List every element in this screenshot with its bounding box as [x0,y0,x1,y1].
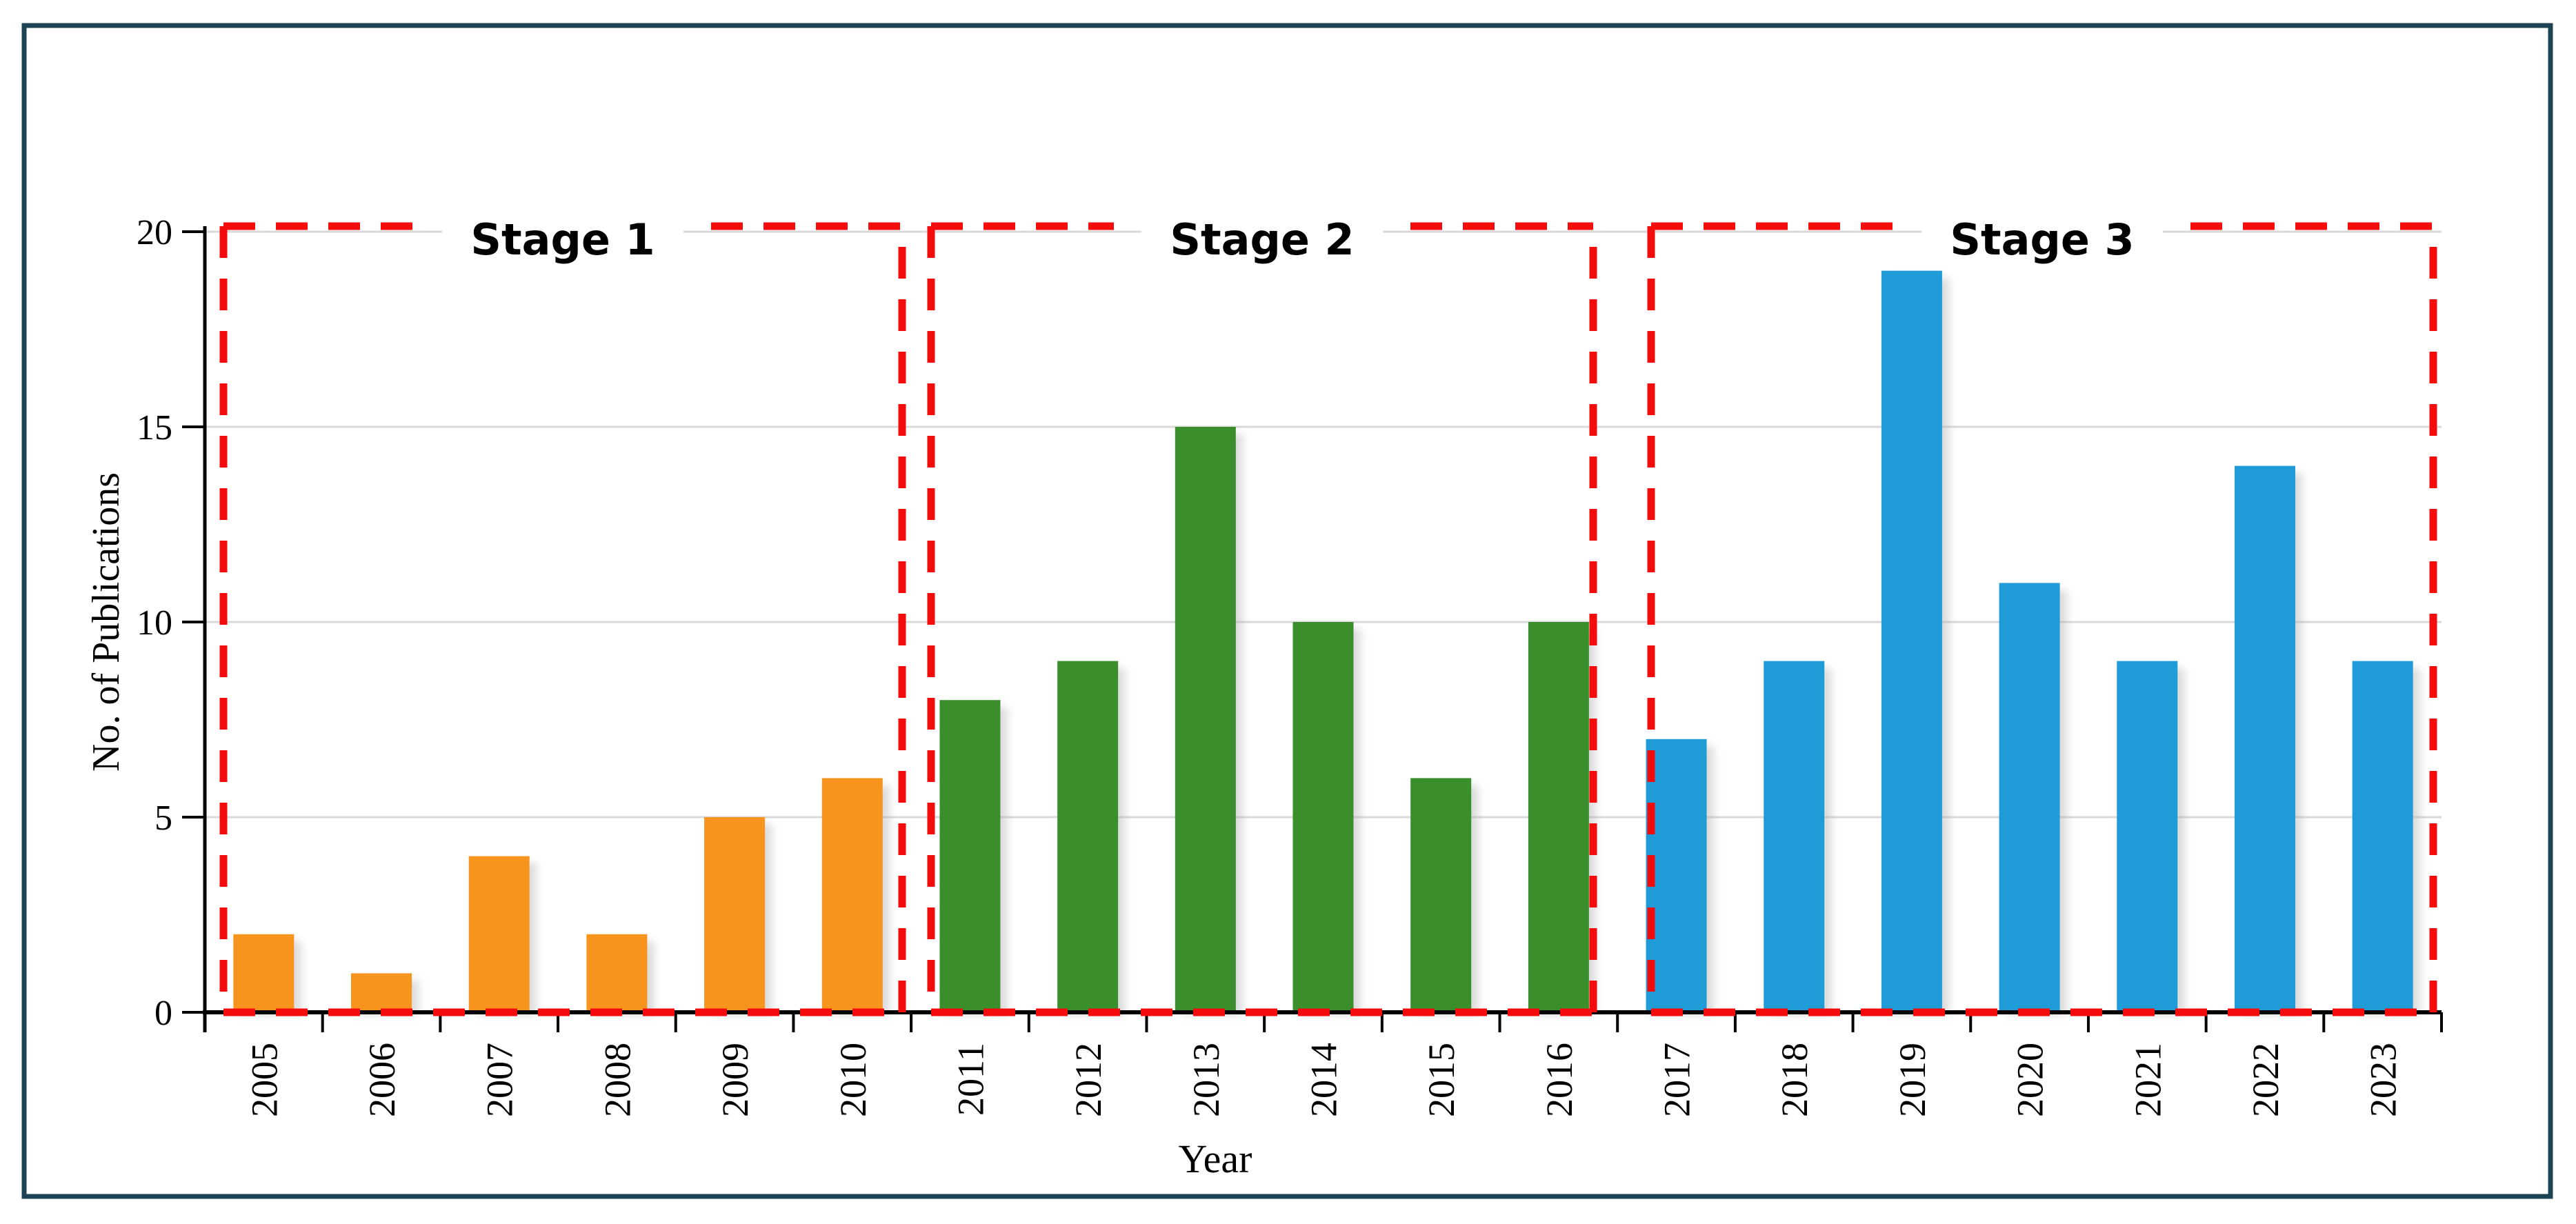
bar-2020 [1999,583,2060,1012]
stage-2-box [927,226,1597,1016]
chart-outer-border [21,23,2553,1199]
stage-1-box [219,226,906,1016]
y-tick-label-0: 0 [154,994,172,1033]
x-tick-label-2022: 2022 [2245,1043,2286,1117]
x-tick-label-2010: 2010 [832,1043,874,1117]
x-tick-label-2014: 2014 [1304,1043,1345,1117]
x-tick-label-2016: 2016 [1539,1043,1580,1117]
y-tick-label-20: 20 [137,213,172,252]
x-tick-label-2023: 2023 [2363,1043,2404,1117]
x-tick-label-2021: 2021 [2127,1043,2168,1117]
x-tick-label-2018: 2018 [1774,1043,1815,1117]
x-tick-label-2020: 2020 [2010,1043,2051,1117]
y-tick-label-5: 5 [154,799,172,838]
bar-2016 [1528,622,1589,1012]
x-tick-label-2017: 2017 [1657,1043,1698,1117]
bar-2018 [1764,661,1825,1012]
stage-1-label: Stage 1 [470,214,655,265]
bar-2019 [1881,270,1942,1013]
y-tick-label-15: 15 [137,408,172,448]
bar-2023 [2352,661,2413,1012]
stage-3-label-bg [1921,214,2163,262]
bar-2017 [1646,739,1707,1012]
bar-2011 [939,700,1001,1012]
bar-2012 [1057,661,1119,1012]
bar-2008 [586,934,648,1012]
x-tick-label-2011: 2011 [950,1043,991,1116]
stage-3-label: Stage 3 [1950,214,2134,265]
x-tick-label-2012: 2012 [1068,1043,1109,1117]
x-tick-label-2019: 2019 [1892,1043,1933,1117]
stage-1-label-bg [442,214,683,262]
bar-2006 [351,973,412,1012]
stage-2-label-bg [1141,214,1383,262]
x-axis-title: Year [1179,1136,1252,1181]
bar-2021 [2117,661,2178,1012]
bar-2022 [2234,465,2295,1012]
stage-2-label: Stage 2 [1170,214,1354,265]
bar-2015 [1410,778,1472,1012]
x-tick-label-2009: 2009 [715,1043,756,1117]
stage-3-box [1647,226,2437,1016]
x-tick-label-2007: 2007 [479,1043,521,1117]
bar-2013 [1175,427,1236,1012]
x-tick-label-2013: 2013 [1186,1043,1227,1117]
x-tick-label-2005: 2005 [243,1043,285,1117]
y-tick-label-10: 10 [137,603,172,643]
bar-2014 [1292,622,1354,1012]
x-tick-label-2006: 2006 [361,1043,403,1117]
bar-2005 [233,934,294,1012]
bar-2010 [821,778,883,1012]
x-tick-label-2008: 2008 [597,1043,638,1117]
bar-2009 [704,817,766,1012]
y-axis-title: No. of Publications [85,472,128,772]
bar-2007 [468,856,530,1012]
x-tick-label-2015: 2015 [1421,1043,1462,1117]
